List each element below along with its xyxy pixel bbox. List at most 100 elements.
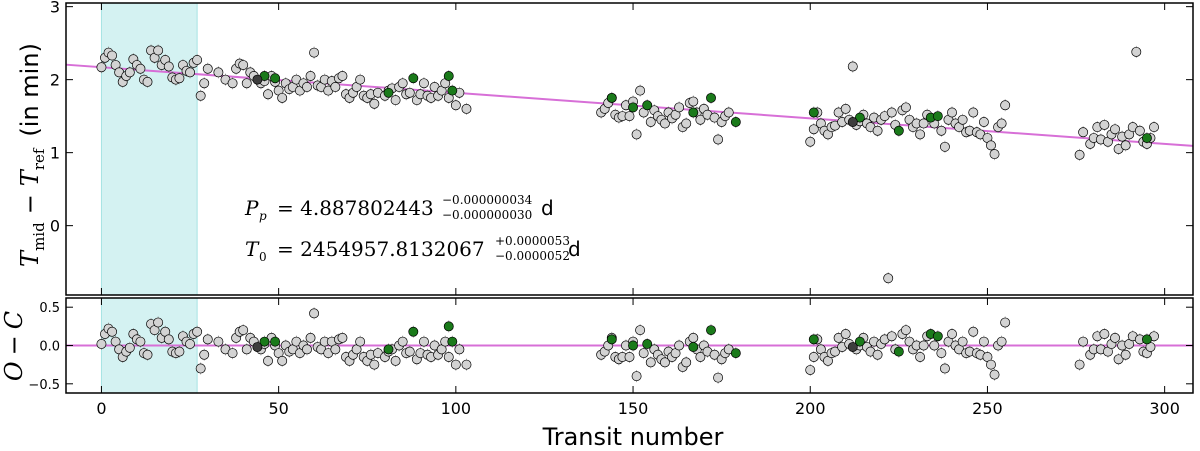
top-point-gray	[404, 87, 415, 98]
bot-point-gray	[174, 346, 185, 357]
top-point-dark	[252, 74, 263, 85]
bottom-panel: 0 50 100 150 200 250 300 −0.5 0.0 0.5 O−C Transit…	[0, 297, 1194, 451]
bot-point-gray	[840, 329, 851, 339]
svg-text:d: d	[541, 196, 554, 220]
bot-point-green	[408, 326, 419, 337]
bot-point-gray	[996, 336, 1007, 347]
top-point-gray	[695, 114, 706, 125]
bot-point-gray	[142, 349, 153, 360]
top-point-gray	[840, 103, 851, 114]
bot-point-gray	[124, 342, 135, 353]
top-point-gray	[674, 102, 685, 113]
bot-point-gray	[936, 348, 947, 359]
top-point-gray	[883, 273, 894, 284]
xtick-label: 250	[972, 399, 1003, 418]
top-point-gray	[900, 102, 911, 113]
bot-point-gray	[713, 372, 724, 383]
top-point-green	[730, 117, 741, 127]
top-point-gray	[153, 45, 164, 56]
top-point-gray	[96, 62, 107, 73]
top-point-gray	[213, 67, 224, 78]
bot-point-gray	[947, 329, 957, 339]
bot-point-green	[443, 321, 454, 332]
top-point-gray	[124, 67, 135, 78]
bot-point-gray	[404, 346, 415, 357]
top-point-gray	[688, 96, 699, 107]
top-point-gray	[302, 81, 312, 92]
top-ticks: 0 1 2 3	[50, 0, 1193, 295]
top-point-gray	[418, 78, 429, 89]
bot-point-gray	[369, 359, 380, 370]
top-point-gray	[369, 98, 380, 109]
bot-point-green	[628, 340, 638, 351]
bot-point-gray	[635, 325, 646, 336]
top-ytick-label: 3	[50, 0, 60, 17]
bot-point-green	[706, 325, 716, 336]
bot-point-gray	[886, 331, 897, 342]
bot-ytick-label: 0.0	[39, 340, 60, 355]
bot-point-green	[730, 348, 741, 359]
bot-point-dark	[252, 342, 263, 352]
bot-point-green	[688, 342, 699, 352]
bot-point-gray	[185, 339, 195, 349]
svg-text:−0.000000030: −0.000000030	[442, 208, 532, 222]
bot-point-gray	[450, 359, 461, 370]
bot-point-green	[808, 334, 819, 345]
top-point-gray	[805, 136, 816, 147]
svg-text:0: 0	[259, 250, 267, 264]
top-point-gray	[808, 124, 819, 135]
top-point-gray	[390, 95, 401, 106]
bot-point-green	[259, 336, 270, 347]
bot-point-gray	[263, 355, 273, 366]
t0-annotation: T 0 = 2454957.8132067 +0.0000053 −0.0000…	[245, 234, 581, 264]
bot-point-green	[1141, 334, 1152, 345]
bot-point-gray	[929, 340, 940, 351]
top-point-gray	[915, 129, 926, 140]
top-point-gray	[968, 107, 979, 118]
bot-point-gray	[957, 336, 968, 347]
top-point-gray	[1120, 140, 1131, 151]
svg-text:= 4.887802443: = 4.887802443	[277, 196, 434, 220]
bot-point-green	[932, 331, 943, 342]
top-point-gray	[305, 71, 316, 81]
top-point-gray	[1110, 124, 1120, 135]
bottom-data-points	[96, 307, 1159, 384]
top-point-gray	[635, 85, 646, 96]
bot-point-gray	[309, 308, 320, 319]
top-point-gray	[238, 60, 249, 71]
bot-point-gray	[681, 357, 692, 368]
top-ytick-label: 2	[50, 71, 60, 90]
top-point-gray	[355, 74, 366, 85]
bot-ytick-label: −0.5	[28, 378, 60, 393]
top-point-gray	[1149, 122, 1159, 133]
top-point-gray	[199, 78, 210, 89]
bot-point-gray	[277, 355, 288, 366]
top-point-gray	[645, 117, 656, 127]
bot-point-gray	[1099, 329, 1110, 339]
top-point-green	[408, 73, 419, 84]
top-point-gray	[337, 71, 348, 81]
top-point-gray	[397, 78, 408, 89]
bot-point-gray	[805, 365, 816, 375]
bot-point-gray	[1120, 349, 1131, 360]
xtick-label: 0	[96, 399, 106, 418]
bot-point-gray	[915, 352, 926, 362]
xtick-label: 300	[1149, 399, 1180, 418]
bot-point-gray	[631, 371, 642, 382]
top-point-gray	[309, 47, 320, 58]
top-point-gray	[330, 81, 341, 92]
top-point-green	[628, 102, 638, 113]
top-ylabel: Tmid−Tref(in min)	[16, 43, 48, 267]
top-point-green	[808, 107, 819, 118]
top-point-gray	[1000, 100, 1011, 111]
bot-point-gray	[195, 363, 206, 374]
period-annotation: P p = 4.887802443 −0.000000034 −0.000000…	[244, 193, 554, 223]
top-point-green	[447, 85, 458, 96]
bot-point-gray	[241, 344, 252, 355]
svg-text:−0.0000052: −0.0000052	[495, 249, 570, 263]
top-point-green	[1141, 133, 1152, 143]
bot-point-gray	[624, 352, 635, 362]
top-point-dark	[847, 117, 858, 127]
top-point-green	[932, 111, 943, 122]
top-point-gray	[978, 117, 989, 127]
